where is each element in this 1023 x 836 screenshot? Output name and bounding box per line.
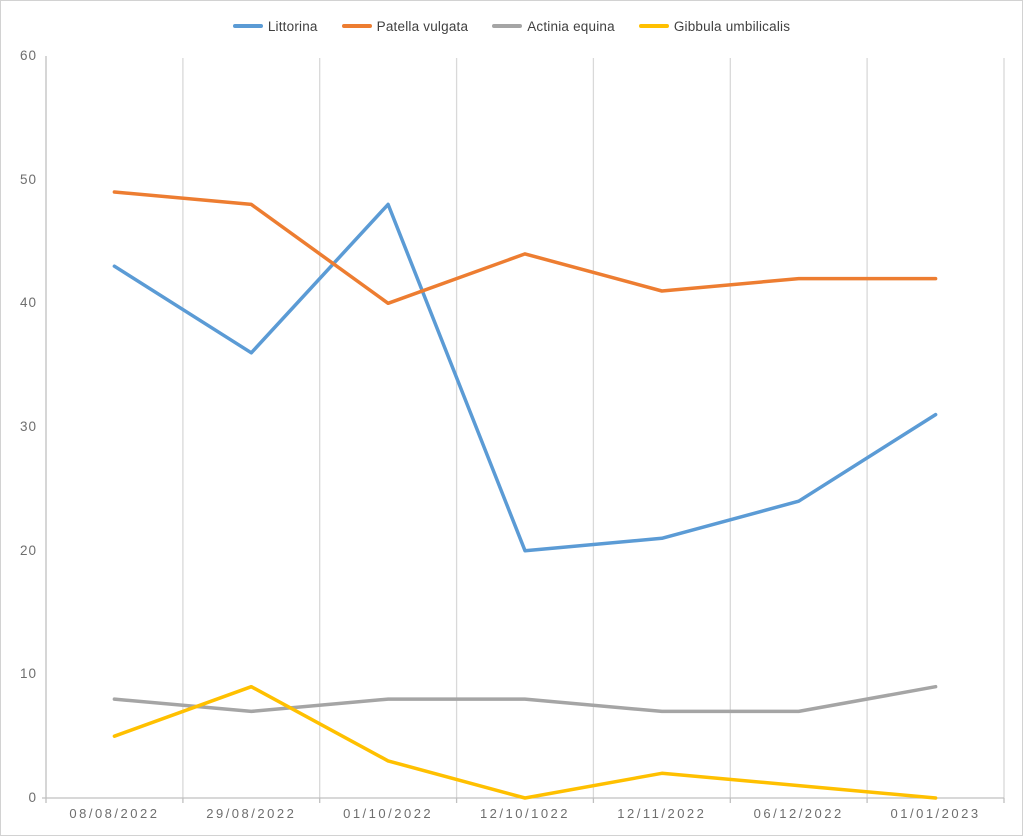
- legend: Littorina Patella vulgata Actinia equina Gi…: [1, 16, 1022, 36]
- legend-line-swatch: [341, 24, 372, 28]
- legend-line-swatch: [492, 24, 523, 28]
- legend-label: Patella vulgata: [376, 18, 469, 34]
- gridlines: [182, 58, 1005, 798]
- legend-label: Gibbula umbilicalis: [673, 18, 791, 34]
- x-tick-label: 06/12/2022: [753, 806, 844, 821]
- series-line-3: [112, 684, 938, 800]
- series-line-1: [112, 190, 938, 306]
- x-tick-label: 12/10/1022: [479, 806, 571, 821]
- y-tick-label: 40: [19, 295, 37, 311]
- axes: [42, 56, 1005, 803]
- legend-line-swatch: [232, 24, 263, 28]
- y-tick-label: 50: [19, 171, 37, 187]
- x-tick-label: 08/08/2022: [69, 806, 160, 821]
- legend-label: Actinia equina: [527, 18, 615, 34]
- legend-item-actinia-equina: Actinia equina: [492, 19, 615, 34]
- series-line-0: [112, 202, 938, 553]
- x-tick-label: 29/08/2022: [206, 806, 297, 821]
- y-tick-label: 30: [19, 419, 37, 434]
- x-tick-label: 12/11/2022: [617, 806, 707, 821]
- legend-item-gibbula-umbilicalis: Gibbula umbilicalis: [638, 18, 791, 34]
- y-tick-label: 60: [19, 48, 37, 63]
- x-tick-label: 01/10/2022: [343, 806, 434, 821]
- series-lines: [112, 190, 938, 800]
- y-tick-label: 0: [28, 790, 37, 805]
- y-tick-label: 20: [19, 542, 37, 558]
- legend-label: Littorina: [267, 18, 318, 34]
- x-tick-label: 01/01/2023: [890, 806, 981, 821]
- y-tick-label: 10: [19, 666, 37, 682]
- series-line-2: [112, 684, 938, 714]
- legend-item-patella-vulgata: Patella vulgata: [341, 18, 469, 34]
- legend-item-littorina: Littorina: [232, 18, 318, 34]
- legend-line-swatch: [638, 24, 669, 28]
